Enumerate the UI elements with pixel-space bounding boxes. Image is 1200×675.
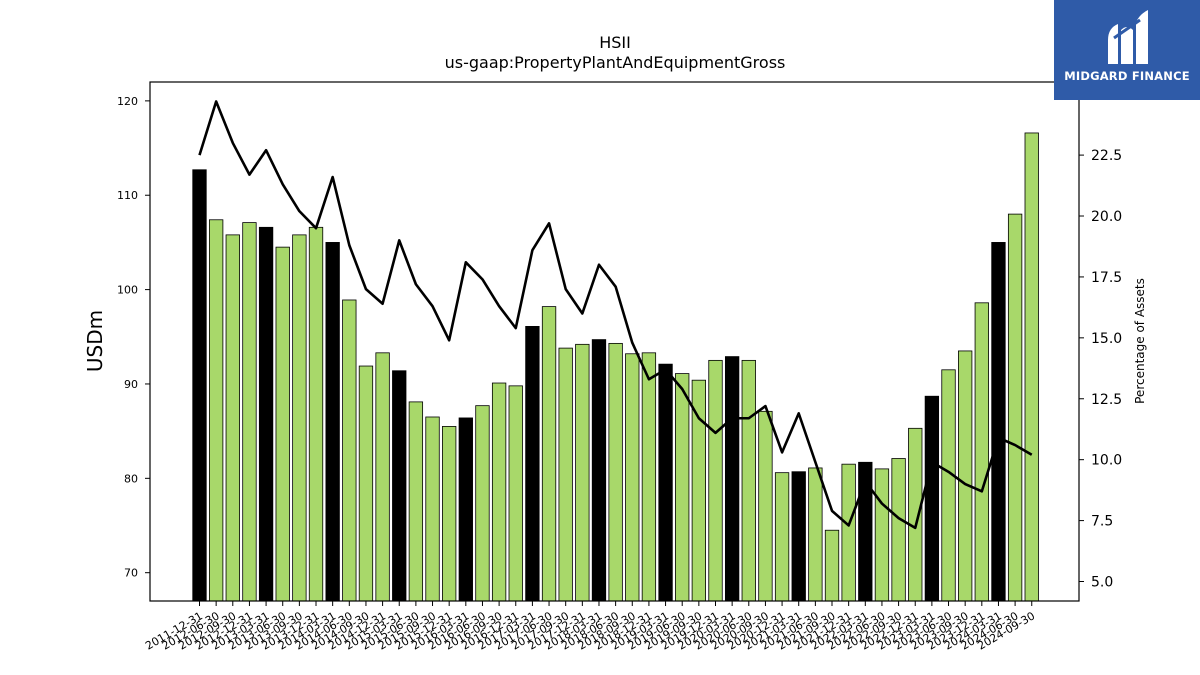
bar — [342, 299, 357, 602]
bar — [508, 385, 523, 602]
y-axis-label: USDm — [83, 310, 107, 372]
bar — [425, 416, 440, 602]
bar — [375, 352, 390, 602]
bar — [874, 468, 890, 602]
bar — [575, 343, 590, 602]
bar — [641, 352, 657, 602]
bar — [358, 365, 374, 602]
bar — [708, 359, 723, 602]
chart-subtitle: us-gaap:PropertyPlantAndEquipmentGross — [445, 53, 786, 72]
bar — [974, 302, 989, 602]
bar — [292, 234, 307, 602]
bar — [758, 410, 773, 602]
left-axis: 70 80 90 100 110 120 — [117, 95, 150, 580]
y-tick-label: 70 — [124, 567, 138, 580]
bar — [808, 467, 823, 602]
y2-axis-label: Percentage of Assets — [1133, 278, 1147, 404]
bar — [225, 234, 240, 602]
bar — [308, 226, 324, 602]
bar — [392, 370, 407, 602]
y-tick-label: 120 — [117, 95, 138, 108]
y2-tick-label: 7.5 — [1091, 514, 1113, 530]
bar — [525, 325, 540, 602]
x-axis: 2011-12-312012-06-302012-09-302012-12-31… — [143, 601, 1037, 653]
brand-name: MIDGARD FINANCE — [1064, 69, 1190, 83]
y2-tick-label: 15.0 — [1091, 331, 1122, 347]
bar — [991, 242, 1006, 602]
bar — [258, 226, 274, 602]
bar — [625, 353, 640, 602]
y2-tick-label: 5.0 — [1091, 575, 1113, 591]
brand-logo: MIDGARD FINANCE — [1054, 0, 1200, 100]
bar — [275, 246, 290, 602]
bar — [824, 529, 840, 602]
bar — [192, 169, 207, 602]
bar — [658, 363, 673, 602]
bar-series — [192, 132, 1039, 602]
bar — [958, 350, 973, 602]
y2-tick-label: 22.5 — [1091, 148, 1122, 164]
bar — [591, 339, 607, 602]
bar — [924, 395, 940, 602]
bar — [242, 222, 257, 602]
percentage-line — [198, 100, 1033, 530]
bar — [1007, 213, 1023, 602]
bar — [675, 373, 690, 602]
bar — [908, 427, 923, 602]
bar — [608, 342, 623, 602]
bar — [208, 219, 224, 602]
bar — [325, 242, 340, 602]
y-tick-label: 80 — [124, 472, 138, 485]
bar — [442, 426, 457, 602]
chart-title: HSII — [599, 33, 631, 52]
bar — [408, 401, 424, 602]
bar — [541, 306, 557, 602]
bar — [491, 382, 507, 602]
y-tick-label: 110 — [117, 189, 138, 202]
right-axis: 5.07.510.012.515.017.520.022.525.0 — [1079, 87, 1122, 591]
bar — [741, 359, 756, 602]
y2-tick-label: 12.5 — [1091, 392, 1122, 408]
plot-frame — [149, 81, 1080, 602]
bar — [558, 347, 573, 602]
y-tick-label: 100 — [117, 284, 138, 297]
bar — [475, 405, 490, 602]
y2-tick-label: 20.0 — [1091, 209, 1122, 225]
y-tick-label: 90 — [124, 378, 138, 391]
bar — [891, 458, 906, 602]
bar — [774, 472, 790, 602]
bar — [841, 463, 856, 602]
bar — [941, 369, 956, 602]
y2-tick-label: 10.0 — [1091, 453, 1122, 469]
bar — [691, 379, 706, 602]
bar — [724, 356, 740, 602]
bar — [791, 471, 806, 602]
bar — [1024, 132, 1039, 602]
midgard-m-icon — [1108, 10, 1148, 64]
bar — [458, 417, 473, 602]
y2-tick-label: 17.5 — [1091, 270, 1122, 286]
